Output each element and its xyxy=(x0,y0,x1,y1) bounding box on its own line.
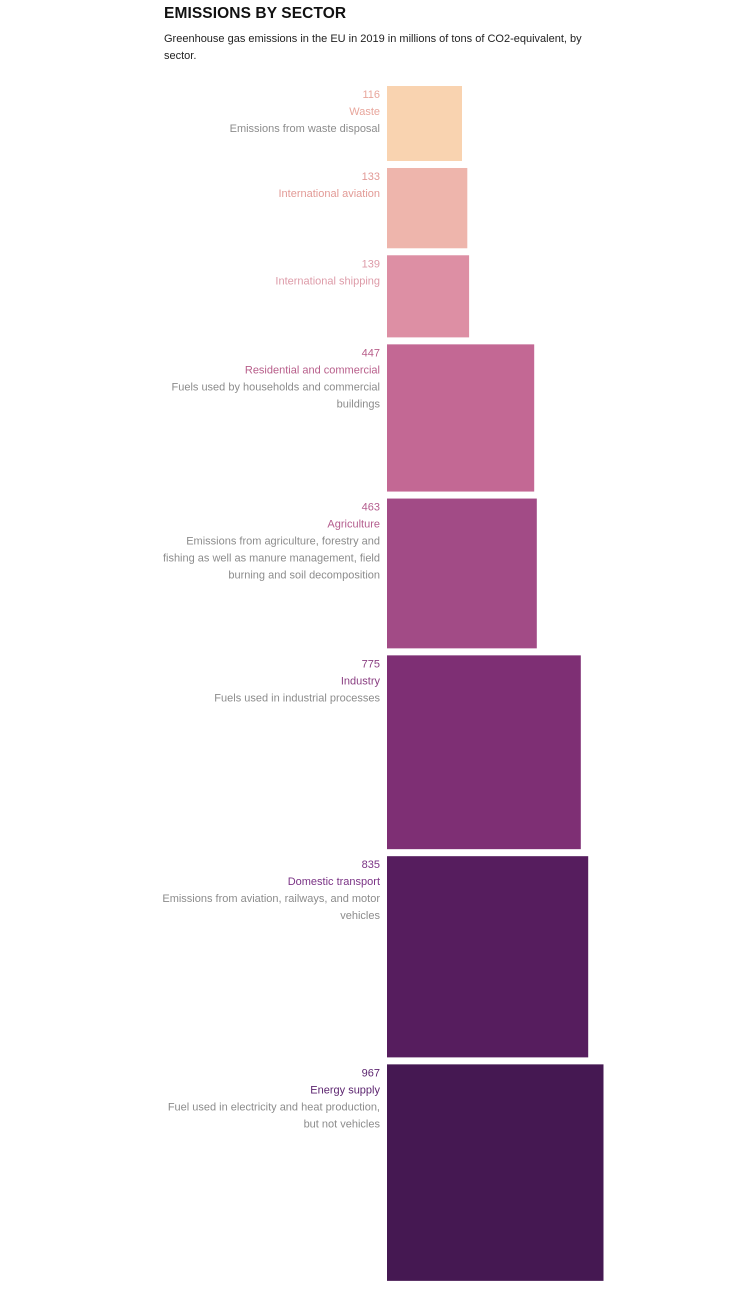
sector-description: Emissions from agriculture, forestry and xyxy=(186,536,380,548)
bar-energy-supply xyxy=(387,1064,604,1281)
sector-label: Agriculture xyxy=(327,519,380,531)
sector-description: Emissions from aviation, railways, and m… xyxy=(162,893,380,905)
sector-description: vehicles xyxy=(340,910,380,922)
value-label: 139 xyxy=(362,258,380,270)
sector-label: Energy supply xyxy=(310,1084,380,1096)
sector-description: Fuels used in industrial processes xyxy=(214,692,380,704)
sector-description: Fuels used by households and commercial xyxy=(171,381,380,393)
bar-industry xyxy=(387,655,581,850)
sector-label: Residential and commercial xyxy=(245,364,380,376)
value-label: 447 xyxy=(362,347,380,359)
bar-international-aviation xyxy=(387,167,468,249)
value-label: 967 xyxy=(362,1067,380,1079)
value-label: 463 xyxy=(362,502,380,514)
bar-international-shipping xyxy=(387,255,470,338)
sector-label: Domestic transport xyxy=(288,876,380,888)
sector-label: International shipping xyxy=(275,275,380,287)
sector-description: Fuel used in electricity and heat produc… xyxy=(168,1101,380,1113)
sector-description: Emissions from waste disposal xyxy=(230,123,380,135)
sector-description: fishing as well as manure management, fi… xyxy=(163,553,380,565)
bar-domestic-transport xyxy=(387,856,589,1058)
page-title: EMISSIONS BY SECTOR xyxy=(164,5,347,22)
sector-label: Industry xyxy=(341,675,381,687)
page-subtitle: Greenhouse gas emissions in the EU in 20… xyxy=(164,33,582,62)
bar-residential-and-commercial xyxy=(387,344,535,492)
sector-label: Waste xyxy=(349,106,380,118)
value-label: 133 xyxy=(362,171,380,183)
value-label: 775 xyxy=(362,658,380,670)
sector-description: but not vehicles xyxy=(304,1118,381,1130)
sector-label: International aviation xyxy=(278,188,380,200)
bar-waste xyxy=(387,86,462,161)
value-label: 835 xyxy=(362,859,380,871)
value-label: 116 xyxy=(362,89,380,101)
bar-agriculture xyxy=(387,498,537,649)
sector-description: burning and soil decomposition xyxy=(228,570,380,582)
sector-description: buildings xyxy=(337,398,381,410)
